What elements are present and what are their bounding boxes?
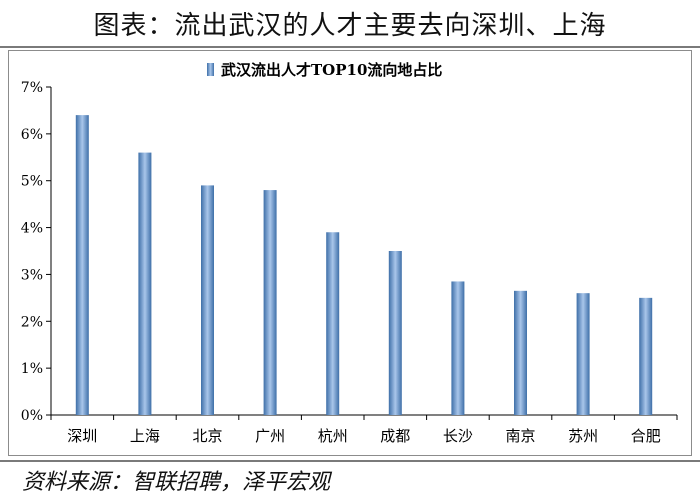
x-tick-label: 南京	[505, 427, 535, 445]
x-tick-label: 长沙	[443, 427, 473, 445]
x-tick-labels: 深圳 上海 北京 广州 杭州 成都 长沙 南京 苏州 合肥	[67, 427, 660, 445]
bar-chart: 武汉流出人才TOP10流向地占比 0% 1% 2% 3% 4% 5% 6% 7% 深圳 上海 北京…	[21, 61, 678, 445]
legend-swatch	[207, 63, 214, 76]
bar-1	[75, 115, 89, 415]
bar-9	[576, 293, 590, 415]
bar-4	[263, 190, 277, 415]
y-tick-label: 5%	[21, 174, 43, 190]
y-tick-label: 3%	[21, 267, 43, 283]
bar-2	[138, 152, 152, 415]
y-tick-label: 2%	[21, 314, 43, 330]
bar-6	[388, 251, 402, 415]
source-note: 资料来源：智联招聘，泽平宏观	[0, 460, 700, 498]
bars	[75, 115, 653, 415]
x-tick-label: 上海	[130, 427, 160, 445]
bar-7	[451, 281, 465, 415]
x-tick-label: 合肥	[631, 427, 661, 445]
bar-8	[514, 290, 527, 415]
x-tick-label: 成都	[380, 427, 410, 445]
figure-title: 图表：流出武汉的人才主要去向深圳、上海	[0, 0, 700, 48]
x-tick-label: 北京	[192, 427, 222, 445]
x-tick-label: 杭州	[318, 427, 348, 445]
x-tick-label: 广州	[255, 427, 285, 445]
y-tick-label: 0%	[21, 408, 43, 424]
y-tick-label: 6%	[21, 127, 43, 143]
y-tick-label: 1%	[21, 361, 43, 377]
chart-container: 武汉流出人才TOP10流向地占比 0% 1% 2% 3% 4% 5% 6% 7% 深圳 上海 北京…	[8, 50, 692, 456]
bar-5	[326, 232, 340, 415]
axes	[46, 86, 678, 420]
y-tick-label: 4%	[21, 221, 43, 237]
bar-3	[201, 185, 214, 415]
legend: 武汉流出人才TOP10流向地占比	[207, 61, 442, 79]
y-tick-labels: 0% 1% 2% 3% 4% 5% 6% 7%	[21, 80, 43, 424]
y-tick-label: 7%	[21, 80, 43, 96]
bar-10	[639, 297, 653, 415]
x-tick-label: 苏州	[568, 427, 598, 445]
legend-label: 武汉流出人才TOP10流向地占比	[221, 61, 442, 79]
x-tick-label: 深圳	[67, 427, 97, 445]
